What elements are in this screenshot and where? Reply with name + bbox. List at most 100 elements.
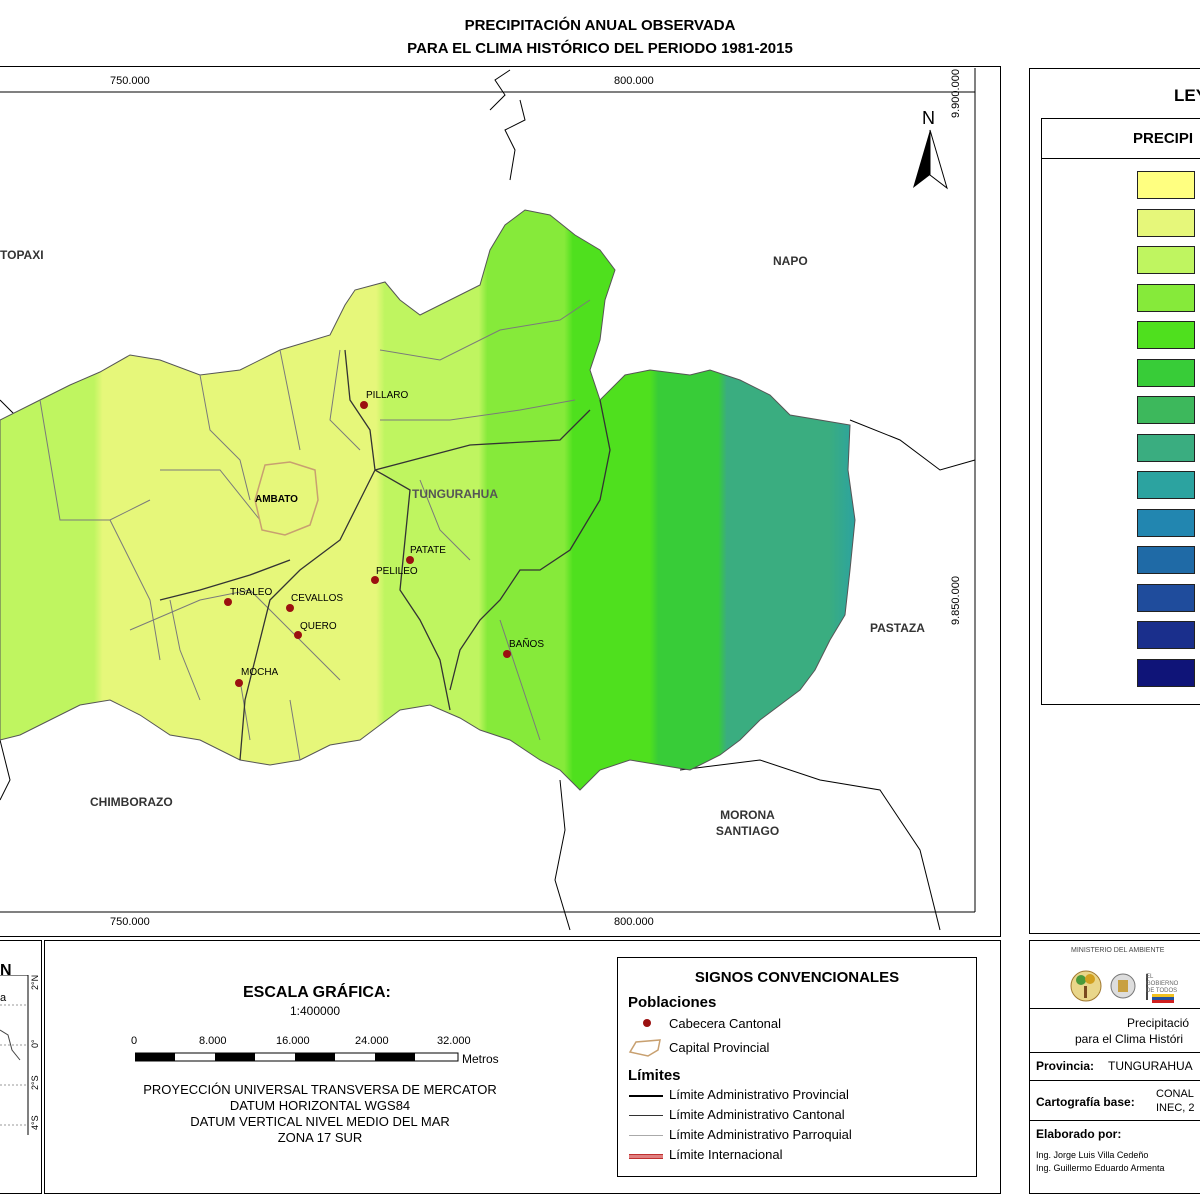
town-label: PELILEO [376,566,418,577]
elaborado-label: Elaborado por: [1036,1127,1122,1141]
international-line-icon [629,1154,663,1159]
legend-swatch [1137,321,1195,349]
map-frame [0,66,1001,937]
info-divider [1029,1052,1200,1053]
cantonal-line-icon [629,1115,663,1116]
lat-label: 0° [30,1039,40,1048]
location-map-title: N [0,962,12,979]
north-arrow-icon [913,129,948,190]
provincial-line-icon [629,1095,663,1097]
author-2: Ing. Guillermo Eduardo Armenta [1036,1163,1165,1173]
scale-bar [135,1052,459,1062]
legend-swatch [1137,546,1195,574]
label-cotopaxi: TOPAXI [0,248,44,262]
carto-value-1: CONAL [1156,1088,1194,1100]
legend-subtitle: PRECIPI [1133,130,1194,147]
signs-cabecera: Cabecera Cantonal [669,1016,782,1031]
town-dots [224,401,511,687]
grid-x-bottom-1: 750.000 [110,916,150,928]
info-panel [1029,940,1200,1194]
town-label: QUERO [300,621,337,632]
town-label: TISALEO [230,587,273,598]
signs-provincial: Límite Administrativo Provincial [669,1087,849,1102]
lat-label: 4°S [30,1115,40,1130]
signs-parroquial: Límite Administrativo Parroquial [669,1127,852,1142]
legend-swatch [1137,358,1195,387]
precipitation-map[interactable] [0,68,998,934]
legend-swatch [1137,583,1195,612]
capital-outline-icon [628,1039,661,1057]
legend-swatch [1137,171,1195,199]
legend-title: LEY [1174,86,1200,105]
grid-x-top-2: 800.000 [614,75,654,87]
legend-divider [1041,158,1200,159]
town-dot-quero [294,631,302,639]
ministry-logo-icon [1070,970,1174,1003]
lat-label: 2°N [30,974,40,990]
scale-tick-label: 8.000 [199,1035,227,1047]
gobierno-text: EL GOBIERNO DE TODOS [1146,974,1178,995]
map-title-line1: PRECIPITACIÓN ANUAL OBSERVADA [464,17,736,34]
projection-line: ZONA 17 SUR [277,1130,363,1145]
grid-x-bottom-2: 800.000 [614,916,654,928]
ambato-capital-outline [254,461,319,536]
scale-panel [44,940,1001,1194]
label-ambato: AMBATO [255,494,298,505]
town-dot-pelileo [371,576,379,584]
info-divider [1029,1080,1200,1081]
lat-label: 2°S [30,1075,40,1090]
grid-y-right-2: 9.850.000 [950,576,962,625]
info-desc-1: Precipitació [1127,1016,1190,1030]
author-1: Ing. Jorge Luis Villa Cedeño [1036,1150,1149,1160]
carto-label: Cartografía base: [1036,1095,1135,1109]
signs-limites: Límites [628,1067,681,1084]
town-dot-banos [503,650,511,658]
projection-line: PROYECCIÓN UNIVERSAL TRANSVERSA DE MERCA… [143,1082,497,1097]
legend-swatch [1137,396,1195,424]
scale-tick-label: 0 [131,1035,138,1047]
legend-swatch [1137,508,1195,537]
town-label: CEVALLOS [291,593,344,604]
label-pastaza: PASTAZA [870,621,925,635]
legend-swatch [1137,433,1195,462]
legend-swatch [1137,658,1195,687]
info-divider [1029,1008,1200,1009]
signs-internacional: Límite Internacional [669,1147,783,1162]
parroquial-line-icon [629,1135,663,1136]
signs-capital: Capital Provincial [669,1040,770,1055]
info-desc-2: para el Clima Históri [1075,1032,1184,1046]
cabecera-dot-icon [643,1019,651,1027]
signs-box [617,957,977,1177]
town-dot-mocha [235,679,243,687]
town-dot-pillaro [360,401,368,409]
signs-poblaciones: Poblaciones [628,994,717,1011]
label-santiago: SANTIAGO [715,824,780,838]
cantonal-boundaries [159,349,611,761]
town-dot-cevallos [286,604,294,612]
legend-swatch [1137,621,1195,649]
map-title-line2: PARA EL CLIMA HISTÓRICO DEL PERIODO 1981… [407,40,793,57]
legend-swatch [1137,208,1195,237]
gobierno-line: EL [1146,974,1154,980]
projection-line: DATUM HORIZONTAL WGS84 [229,1098,411,1113]
scale-tick-label: 24.000 [355,1035,389,1047]
label-napo: NAPO [773,254,808,268]
gobierno-line: DE TODOS [1146,988,1178,994]
town-dot-patate [406,556,414,564]
scale-unit: Metros [462,1052,499,1066]
signs-cantonal: Límite Administrativo Cantonal [669,1107,845,1122]
gobierno-line: GOBIERNO [1146,981,1179,987]
neighbor-boundaries [0,69,976,931]
location-map-side-label: a [0,992,7,1004]
scale-ratio: 1:400000 [290,1004,341,1018]
town-label: PILLARO [366,390,409,401]
location-map-graphic [0,975,29,1135]
scale-title: ESCALA GRÁFICA: [243,984,391,1001]
legend-swatch [1137,246,1195,274]
legend-swatch [1137,471,1195,499]
info-divider [1029,1120,1200,1121]
label-morona: MORONA [720,808,775,822]
location-map-frame [0,940,42,1194]
legend-box [1041,118,1200,705]
projection-info: PROYECCIÓN UNIVERSAL TRANSVERSA DE MERCA… [110,1082,530,1146]
